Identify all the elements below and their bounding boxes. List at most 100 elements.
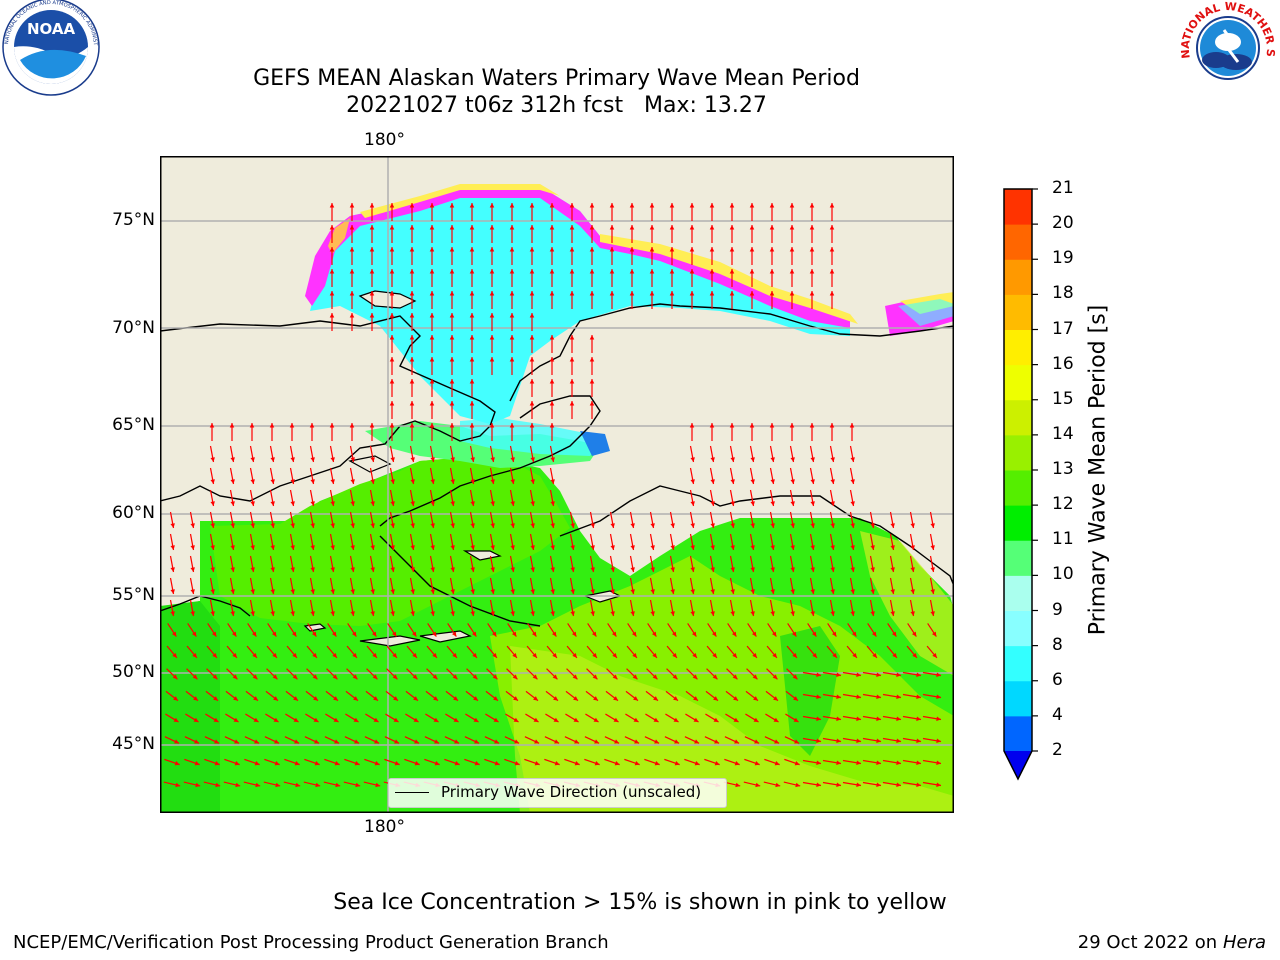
wave-direction-arrowhead bbox=[652, 653, 657, 658]
wave-direction-arrowhead bbox=[710, 501, 715, 506]
wave-direction-arrowhead bbox=[393, 696, 398, 701]
wave-direction-arrowhead bbox=[372, 653, 377, 658]
wave-direction-arrowhead bbox=[709, 269, 715, 274]
wave-direction-arrowhead bbox=[353, 696, 358, 701]
wave-direction-arrowhead bbox=[449, 379, 455, 384]
wave-direction-arrowhead bbox=[349, 423, 355, 428]
wave-direction-arrowhead bbox=[529, 269, 535, 274]
wave-direction-arrowhead bbox=[754, 739, 760, 744]
colorbar-tick-label: 18 bbox=[1052, 283, 1074, 304]
footer-credit: NCEP/EMC/Verification Post Processing Pr… bbox=[13, 932, 609, 953]
wave-direction-arrowhead bbox=[511, 631, 517, 637]
coastlines bbox=[160, 303, 954, 627]
wave-direction-arrowhead bbox=[612, 653, 617, 658]
wave-direction-arrowhead bbox=[532, 653, 537, 658]
wave-direction-arrowhead bbox=[870, 523, 875, 528]
wave-direction-arrowhead bbox=[290, 589, 295, 594]
wave-direction-arrowhead bbox=[774, 761, 780, 766]
wave-direction-arrowhead bbox=[810, 457, 815, 462]
wave-direction-arrowhead bbox=[549, 423, 555, 428]
wave-direction-arrowhead bbox=[710, 589, 715, 594]
wave-direction-arrowhead bbox=[530, 523, 535, 528]
wave-direction-arrowhead bbox=[430, 457, 435, 462]
wave-direction-arrowhead bbox=[829, 423, 835, 428]
wave-direction-arrowhead bbox=[750, 611, 755, 616]
wave-direction-arrowhead bbox=[172, 653, 177, 658]
wave-direction-arrowhead bbox=[510, 457, 515, 462]
wave-direction-arrowhead bbox=[354, 739, 360, 744]
wave-direction-arrowhead bbox=[690, 545, 695, 550]
wave-direction-arrowhead bbox=[769, 291, 775, 296]
wave-direction-arrowhead bbox=[330, 611, 335, 616]
wave-direction-arrowhead bbox=[574, 761, 580, 766]
wave-direction-arrowhead bbox=[250, 589, 255, 594]
wave-direction-arrowhead bbox=[430, 479, 435, 484]
wave-direction-arrowhead bbox=[174, 739, 180, 744]
wave-direction-arrowhead bbox=[669, 247, 675, 252]
wave-direction-arrowhead bbox=[314, 739, 320, 744]
wave-direction-arrowhead bbox=[770, 611, 775, 616]
wave-direction-arrowhead bbox=[409, 269, 415, 274]
wave-direction-arrowhead bbox=[751, 631, 757, 637]
wave-direction-arrowhead bbox=[232, 674, 238, 680]
wave-direction-arrowhead bbox=[794, 761, 800, 766]
wave-direction-arrowhead bbox=[890, 545, 895, 550]
wave-direction-arrowhead bbox=[294, 761, 300, 766]
wave-direction-arrowhead bbox=[509, 269, 515, 274]
wave-direction-arrowhead bbox=[271, 631, 277, 637]
colorbar-tick-label: 6 bbox=[1052, 669, 1063, 690]
wave-direction-arrowhead bbox=[732, 653, 737, 658]
wave-direction-arrowhead bbox=[713, 696, 718, 701]
wave-direction-arrowhead bbox=[630, 523, 635, 528]
colorbar-tick-label: 13 bbox=[1052, 459, 1074, 479]
wave-direction-arrowhead bbox=[390, 567, 395, 572]
wave-direction-arrowhead bbox=[409, 203, 415, 208]
wave-direction-arrowhead bbox=[654, 739, 660, 744]
wave-direction-arrowhead bbox=[394, 761, 400, 766]
wave-direction-arrowhead bbox=[570, 567, 575, 572]
wave-direction-arrowhead bbox=[532, 674, 538, 680]
wave-direction-arrowhead bbox=[709, 291, 715, 296]
wave-direction-arrowhead bbox=[369, 203, 375, 208]
wave-direction-arrowhead bbox=[930, 523, 935, 528]
wave-direction-arrowhead bbox=[510, 589, 515, 594]
wave-direction-arrowhead bbox=[569, 225, 575, 230]
wave-direction-arrowhead bbox=[916, 694, 921, 700]
wave-direction-arrowhead bbox=[210, 611, 215, 616]
wave-direction-arrowhead bbox=[212, 653, 217, 658]
wave-direction-arrowhead bbox=[550, 479, 555, 484]
wave-direction-arrowhead bbox=[370, 545, 375, 550]
wave-direction-arrowhead bbox=[412, 674, 418, 680]
wave-direction-arrowhead bbox=[730, 523, 735, 528]
wave-direction-arrowhead bbox=[749, 269, 755, 274]
wave-direction-arrowhead bbox=[210, 457, 215, 462]
wave-direction-arrowhead bbox=[770, 457, 775, 462]
wave-direction-arrowhead bbox=[530, 501, 535, 506]
wave-direction-arrowhead bbox=[769, 225, 775, 230]
wave-direction-arrowhead bbox=[370, 457, 375, 462]
wave-direction-arrowhead bbox=[332, 653, 337, 658]
wave-direction-arrowhead bbox=[812, 653, 817, 658]
wave-direction-arrowhead bbox=[856, 738, 861, 744]
wave-direction-arrowhead bbox=[410, 501, 415, 506]
wave-direction-arrowhead bbox=[750, 589, 755, 594]
wave-direction-arrowhead bbox=[836, 694, 841, 700]
wave-direction-arrowhead bbox=[292, 674, 298, 680]
wave-direction-arrowhead bbox=[730, 479, 735, 484]
wave-direction-arrowhead bbox=[749, 423, 755, 428]
wave-direction-arrowhead bbox=[369, 313, 375, 318]
wave-direction-arrowhead bbox=[730, 589, 735, 594]
wave-direction-arrowhead bbox=[629, 269, 635, 274]
wave-direction-arrowhead bbox=[632, 674, 638, 680]
wave-direction-arrowhead bbox=[752, 674, 758, 680]
wave-direction-arrowhead bbox=[710, 523, 715, 528]
wave-direction-arrowhead bbox=[871, 631, 877, 637]
wave-direction-arrowhead bbox=[609, 203, 615, 208]
colorbar-segment bbox=[1004, 294, 1032, 330]
colorbar-tick-label: 9 bbox=[1052, 599, 1063, 620]
wave-direction-arrowhead bbox=[830, 545, 835, 550]
wave-direction-arrowhead bbox=[931, 631, 937, 637]
wave-direction-arrowhead bbox=[290, 457, 295, 462]
wave-direction-arrowhead bbox=[250, 479, 255, 484]
wave-direction-arrowhead bbox=[550, 457, 555, 462]
